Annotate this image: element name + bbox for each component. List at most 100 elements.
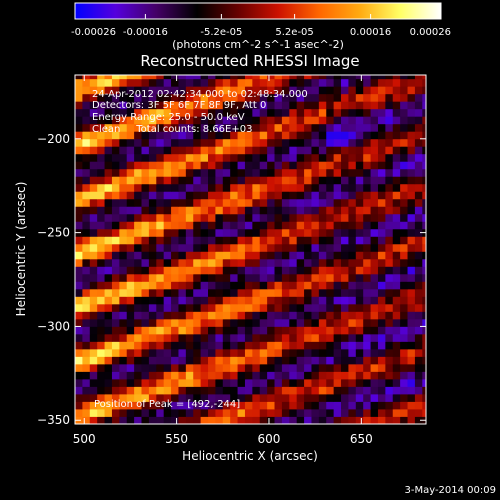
heatmap-cell <box>274 146 283 155</box>
heatmap-cell <box>244 228 253 237</box>
heatmap-cell <box>178 303 187 312</box>
heatmap-cell <box>414 176 423 185</box>
heatmap-cell <box>141 371 150 380</box>
heatmap-cell <box>370 243 379 252</box>
heatmap-cell <box>392 288 401 297</box>
heatmap-cell <box>75 243 83 252</box>
heatmap-cell <box>259 228 268 237</box>
heatmap-cell <box>111 161 120 170</box>
heatmap-cell <box>75 161 83 170</box>
heatmap-cell <box>200 183 209 192</box>
heatmap-cell <box>267 326 275 335</box>
heatmap-cell <box>111 333 120 342</box>
heatmap-cell <box>422 168 426 177</box>
heatmap-cell <box>171 168 179 177</box>
heatmap-cell <box>193 131 202 140</box>
heatmap-cell <box>119 416 128 424</box>
heatmap-cell <box>126 363 135 372</box>
heatmap-cell <box>185 93 194 102</box>
heatmap-cell <box>414 93 423 102</box>
heatmap-cell <box>237 75 246 80</box>
heatmap-cell <box>178 168 187 177</box>
heatmap-cell <box>200 408 209 417</box>
heatmap-cell <box>370 266 379 275</box>
heatmap-cell <box>222 416 231 424</box>
heatmap-cell <box>230 176 238 185</box>
heatmap-cell <box>341 408 349 417</box>
heatmap-cell <box>200 161 209 170</box>
heatmap-cell <box>281 78 290 87</box>
heatmap-cell <box>407 296 416 305</box>
heatmap-cell <box>422 326 426 335</box>
heatmap-cell <box>119 311 128 320</box>
heatmap-cell <box>252 86 261 95</box>
heatmap-cell <box>318 408 327 417</box>
heatmap-cell <box>326 333 335 342</box>
heatmap-cell <box>341 393 349 402</box>
heatmap-cell <box>341 416 349 424</box>
heatmap-cell <box>178 348 187 357</box>
heatmap-cell <box>281 303 290 312</box>
heatmap-cell <box>363 386 371 395</box>
heatmap-cell <box>237 146 246 155</box>
heatmap-cell <box>407 416 416 424</box>
heatmap-cell <box>156 266 165 275</box>
heatmap-cell <box>178 153 187 162</box>
heatmap-cell <box>355 191 364 200</box>
heatmap-cell <box>296 221 305 230</box>
heatmap-cell <box>348 348 357 357</box>
heatmap-cell <box>126 123 135 132</box>
heatmap-cell <box>104 258 113 267</box>
heatmap-cell <box>141 326 150 335</box>
heatmap-cell <box>348 161 357 170</box>
heatmap-cell <box>163 401 172 410</box>
heatmap-cell <box>193 228 202 237</box>
heatmap-cell <box>407 348 416 357</box>
heatmap-cell <box>200 138 209 147</box>
x-axis-label: Heliocentric X (arcsec) <box>182 449 318 463</box>
heatmap-cell <box>348 386 357 395</box>
heatmap-cell <box>407 123 416 132</box>
heatmap-cell <box>326 236 335 245</box>
heatmap-cell <box>222 356 231 365</box>
heatmap-cell <box>326 116 335 125</box>
heatmap-cell <box>377 153 386 162</box>
heatmap-cell <box>171 138 179 147</box>
heatmap-cell <box>156 108 165 117</box>
heatmap-cell <box>341 251 349 260</box>
heatmap-cell <box>111 123 120 132</box>
heatmap-cell <box>222 401 231 410</box>
heatmap-cell <box>348 251 357 260</box>
heatmap-cell <box>134 356 142 365</box>
heatmap-cell <box>348 78 357 87</box>
heatmap-cell <box>363 363 371 372</box>
heatmap-cell <box>333 191 342 200</box>
heatmap-cell <box>82 176 91 185</box>
heatmap-cell <box>97 303 105 312</box>
heatmap-cell <box>267 378 275 387</box>
heatmap-cell <box>193 78 202 87</box>
heatmap-cell <box>259 356 268 365</box>
heatmap-cell <box>200 356 209 365</box>
heatmap-cell <box>244 123 253 132</box>
heatmap-cell <box>296 93 305 102</box>
heatmap-cell <box>318 401 327 410</box>
heatmap-cell <box>89 348 98 357</box>
heatmap-cell <box>400 78 408 87</box>
heatmap-cell <box>97 123 105 132</box>
heatmap-cell <box>252 401 261 410</box>
heatmap-cell <box>148 191 157 200</box>
heatmap-cell <box>178 176 187 185</box>
heatmap-cell <box>222 333 231 342</box>
heatmap-cell <box>82 281 91 290</box>
heatmap-cell <box>215 221 224 230</box>
heatmap-cell <box>126 206 135 215</box>
heatmap-cell <box>104 198 113 207</box>
heatmap-cell <box>215 213 224 222</box>
heatmap-cell <box>407 75 416 80</box>
heatmap-cell <box>259 138 268 147</box>
heatmap-cell <box>333 221 342 230</box>
heatmap-cell <box>385 146 394 155</box>
heatmap-cell <box>134 75 142 80</box>
heatmap-cell <box>244 288 253 297</box>
